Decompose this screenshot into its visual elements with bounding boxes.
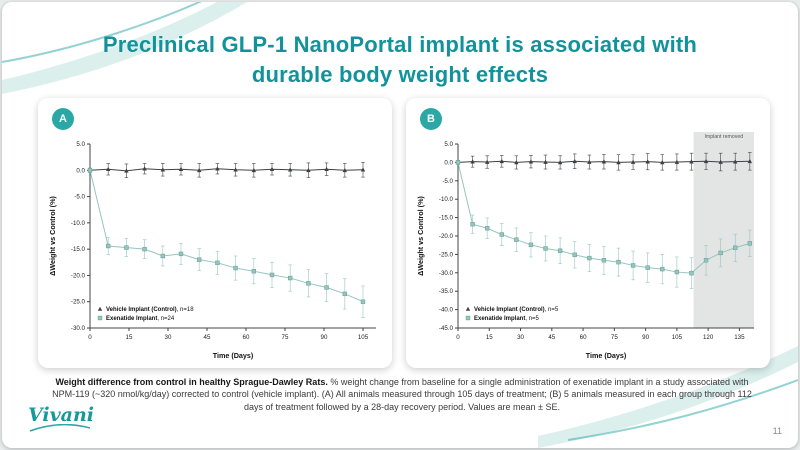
svg-text:-40.0: -40.0 — [439, 307, 454, 314]
svg-text:-20.0: -20.0 — [439, 233, 454, 240]
svg-text:90: 90 — [321, 334, 328, 341]
panel-b-badge: B — [420, 108, 442, 130]
svg-text:30: 30 — [517, 334, 524, 341]
svg-text:75: 75 — [611, 334, 618, 341]
svg-text:30: 30 — [165, 334, 172, 341]
svg-text:-10.0: -10.0 — [71, 220, 86, 227]
svg-text:-30.0: -30.0 — [439, 270, 454, 277]
caption-body: % weight change from baseline for a sing… — [52, 377, 752, 412]
svg-text:0: 0 — [88, 334, 92, 341]
svg-text:-10.0: -10.0 — [439, 196, 454, 203]
svg-text:5.0: 5.0 — [76, 141, 85, 148]
svg-text:75: 75 — [282, 334, 289, 341]
svg-text:105: 105 — [358, 334, 369, 341]
svg-text:Exenatide Implant, n=5: Exenatide Implant, n=5 — [474, 316, 540, 322]
vivani-logo-text: Vivani — [28, 404, 95, 426]
svg-text:Vehicle Implant (Control), n=1: Vehicle Implant (Control), n=18 — [106, 307, 194, 313]
panel-a-badge: A — [52, 108, 74, 130]
svg-text:Exenatide Implant, n=24: Exenatide Implant, n=24 — [106, 316, 175, 322]
svg-text:-45.0: -45.0 — [439, 325, 454, 332]
svg-text:-15.0: -15.0 — [439, 215, 454, 222]
svg-text:45: 45 — [204, 334, 211, 341]
svg-text:Vehicle Implant (Control), n=5: Vehicle Implant (Control), n=5 — [474, 307, 559, 313]
svg-text:0.0: 0.0 — [76, 167, 85, 174]
svg-text:ΔWeight vs Control (%): ΔWeight vs Control (%) — [48, 196, 57, 276]
svg-text:105: 105 — [672, 334, 683, 341]
page-number: 11 — [772, 426, 782, 436]
slide-title: Preclinical GLP-1 NanoPortal implant is … — [2, 30, 798, 90]
svg-text:60: 60 — [243, 334, 250, 341]
svg-text:Time (Days): Time (Days) — [586, 351, 627, 360]
vivani-logo-swoosh — [29, 424, 91, 432]
caption-lead: Weight difference from control in health… — [55, 377, 328, 387]
svg-text:Implant removed: Implant removed — [704, 134, 743, 140]
title-line-1: Preclinical GLP-1 NanoPortal implant is … — [102, 32, 698, 57]
svg-text:-5.0: -5.0 — [74, 194, 85, 201]
svg-text:-20.0: -20.0 — [71, 272, 86, 279]
panel-b-card: B Implant removed 5.0 0.0 -5.0 -10.0 -15.0 -20… — [406, 98, 770, 368]
svg-text:0: 0 — [456, 334, 460, 341]
panel-b-chart: Implant removed 5.0 0.0 -5.0 -10.0 -15.0 -20.0… — [416, 132, 754, 360]
svg-text:60: 60 — [580, 334, 587, 341]
svg-text:15: 15 — [486, 334, 493, 341]
svg-text:-25.0: -25.0 — [439, 251, 454, 258]
svg-text:Time (Days): Time (Days) — [213, 351, 254, 360]
svg-text:ΔWeight vs Control (%): ΔWeight vs Control (%) — [416, 196, 425, 276]
svg-text:-35.0: -35.0 — [439, 288, 454, 295]
svg-text:135: 135 — [734, 334, 745, 341]
title-line-2: durable body weight effects — [251, 62, 549, 87]
svg-text:15: 15 — [126, 334, 133, 341]
panel-a-card: A 5.0 0.0 -5.0 -10.0 -15.0 -20.0 -25.0 -30.0 0 15… — [38, 98, 392, 368]
vivani-logo: Vivani — [28, 406, 108, 434]
svg-text:-5.0: -5.0 — [442, 178, 453, 185]
svg-text:-15.0: -15.0 — [71, 246, 86, 253]
svg-text:0.0: 0.0 — [444, 159, 453, 166]
panel-a-chart: 5.0 0.0 -5.0 -10.0 -15.0 -20.0 -25.0 -30.00 15 30… — [48, 141, 376, 360]
svg-text:45: 45 — [548, 334, 555, 341]
caption: Weight difference from control in health… — [47, 376, 757, 413]
svg-text:120: 120 — [703, 334, 714, 341]
svg-text:-25.0: -25.0 — [71, 299, 86, 306]
svg-text:-30.0: -30.0 — [71, 325, 86, 332]
svg-text:5.0: 5.0 — [444, 141, 453, 148]
svg-text:90: 90 — [642, 334, 649, 341]
